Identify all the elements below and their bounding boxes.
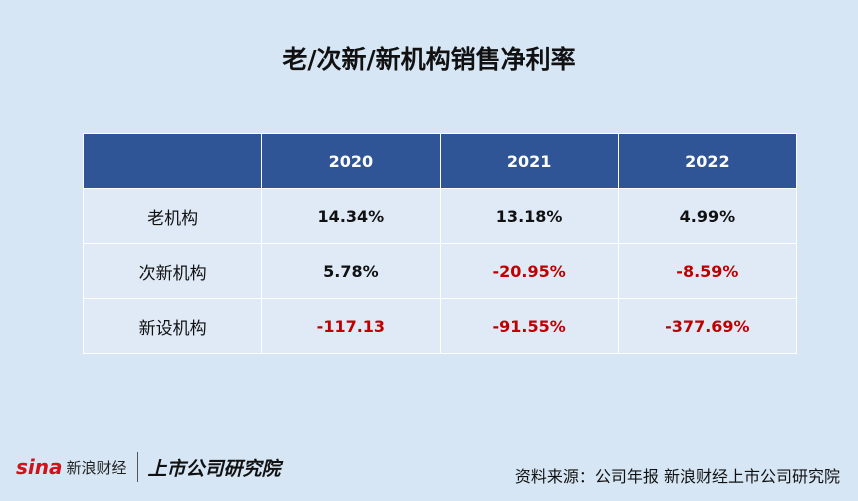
table-body: 老机构 14.34% 13.18% 4.99% 次新机构 5.78% -20.95% -8.5… [82, 188, 798, 354]
cell: 13.18% [439, 188, 619, 244]
title: 老/次新/新机构销售净利率 [282, 45, 576, 74]
column-header: 2022 [617, 133, 798, 189]
column-header: 2021 [439, 133, 619, 189]
logo-institute: 上市公司研究院 [147, 457, 281, 480]
header-row: 2020 2021 2022 [82, 133, 798, 189]
table-row: 新设机构 -117.13 -91.55% -377.69% [82, 298, 798, 354]
row-label: 次新机构 [82, 243, 263, 299]
cell: -8.59% [617, 243, 798, 299]
table-row: 次新机构 5.78% -20.95% -8.59% [82, 243, 798, 299]
cell: 5.78% [261, 243, 441, 299]
cell: 14.34% [261, 188, 441, 244]
row-label: 老机构 [82, 188, 263, 244]
logo-name: 新浪财经 [66, 458, 127, 477]
cell: -117.13 [261, 298, 441, 354]
column-header: 2020 [261, 133, 441, 189]
logo-sina: sina [16, 455, 63, 479]
cell: -20.95% [439, 243, 619, 299]
cell: 4.99% [617, 188, 798, 244]
cell: -91.55% [439, 298, 619, 354]
row-label: 新设机构 [82, 298, 263, 354]
logo: sina 新浪财经 上市公司研究院 [16, 452, 281, 482]
cell: -377.69% [617, 298, 798, 354]
table: 2020 2021 2022 老机构 14.34% 13.18% 4.99% 次新机构 5.7… [82, 133, 798, 354]
source: 资料来源：公司年报 新浪财经上市公司研究院 [514, 467, 840, 486]
separator [136, 452, 138, 482]
column-header [82, 133, 263, 189]
table-row: 老机构 14.34% 13.18% 4.99% [82, 188, 798, 244]
